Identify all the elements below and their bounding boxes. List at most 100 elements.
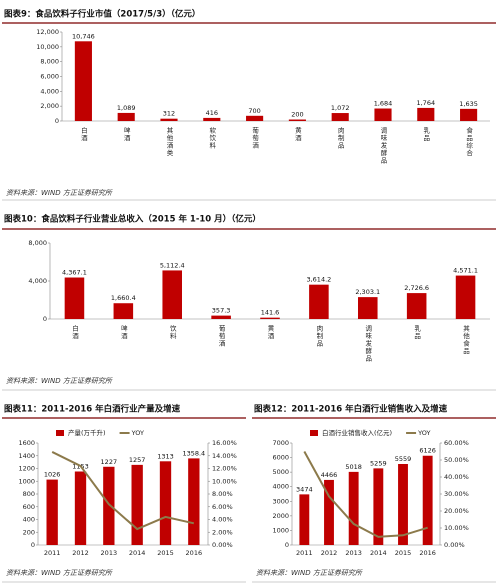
x-tick-label: 2014 [129,549,146,557]
value-label: 2,726.6 [404,284,429,292]
x-tick-label: 肉制品 [315,324,323,348]
value-label: 5,112.4 [160,261,185,269]
y2-tick-label: 0.00% [444,541,465,549]
bar [74,41,92,121]
legend-label: 白酒行业销售收入(亿元) [322,428,392,437]
bar [64,277,85,319]
y2-tick-label: 12.00% [212,465,237,473]
legend-label: YOY [417,429,430,437]
x-tick-label: 乳品 [422,126,430,143]
value-label: 4466 [321,471,338,479]
y-tick-label: 4000 [272,483,289,491]
source-note: 资料来源：WIND 方正证券研究所 [256,569,363,577]
bar [398,463,408,545]
bar [460,108,478,121]
y-tick-label: 1600 [18,439,35,447]
x-tick-label: 调味发酵品 [364,324,372,363]
x-tick-label: 黄酒 [293,126,301,143]
bar [162,270,182,319]
y2-tick-label: 16.00% [212,439,237,447]
x-tick-label: 啤酒 [122,126,130,143]
bar [299,494,310,545]
x-tick-label: 乳品 [413,324,421,341]
x-tick-label: 2016 [419,549,436,557]
value-label: 6126 [419,447,436,455]
x-tick-label: 黄酒 [266,324,274,341]
bar [331,113,349,121]
bar [159,461,172,545]
y-tick-label: 2,000 [40,102,59,110]
legend-swatch [310,430,318,436]
y2-tick-label: 10.00% [212,477,237,485]
x-tick-label: 饮料 [168,324,176,341]
x-tick-label: 2012 [72,549,89,557]
y-tick-label: 1000 [18,477,35,485]
value-label: 1,764 [416,99,435,107]
y-tick-label: 200 [23,528,35,536]
y-tick-label: 7000 [272,439,289,447]
y2-tick-label: 60.00% [444,439,469,447]
value-label: 5559 [395,455,412,463]
x-tick-label: 2011 [44,549,61,557]
x-tick-label: 2011 [296,549,313,557]
bar [417,107,435,121]
y-tick-label: 1000 [272,526,289,534]
value-label: 1257 [129,456,146,464]
x-tick-label: 2015 [157,549,174,557]
legend-label: YOY [131,429,144,437]
value-label: 4,367.1 [62,269,87,277]
bar [348,471,359,545]
y2-tick-label: 4.00% [212,516,233,524]
value-label: 1,089 [117,104,136,112]
value-label: 3,614.2 [306,276,331,284]
y2-tick-label: 2.00% [212,528,233,536]
value-label: 357.3 [212,307,231,315]
y-tick-label: 0 [285,541,289,549]
x-tick-label: 啤酒 [119,324,127,341]
value-label: 1026 [44,471,61,479]
bar [288,119,306,121]
x-tick-label: 葡萄酒 [251,126,259,150]
y2-tick-label: 6.00% [212,503,233,511]
x-tick-label: 2013 [101,549,118,557]
y-tick-label: 800 [23,490,35,498]
y-tick-label: 4,000 [40,87,59,95]
legend-swatch [56,430,64,436]
y-tick-label: 4,000 [28,277,47,285]
x-tick-label: 2013 [345,549,362,557]
y-tick-label: 1400 [18,452,35,460]
y-tick-label: 400 [23,516,35,524]
value-label: 10,746 [72,32,95,40]
bar [246,115,264,121]
value-label: 1313 [157,452,174,460]
chart-title: 图表10：食品饮料子行业营业总收入（2015 年 1-10 月）（亿元） [4,214,261,225]
bar [203,117,221,121]
x-tick-label: 2016 [186,549,203,557]
x-tick-label: 葡萄酒 [217,324,225,348]
bar [188,458,200,545]
y2-tick-label: 50.00% [444,456,469,464]
value-label: 700 [248,107,260,115]
y-tick-label: 10,000 [36,43,59,51]
x-tick-label: 肉制品 [336,126,344,150]
x-tick-label: 2015 [395,549,412,557]
value-label: 141.6 [261,309,280,317]
y2-tick-label: 0.00% [212,541,233,549]
bar [131,464,143,545]
x-tick-label: 2014 [370,549,387,557]
y-tick-label: 12,000 [36,28,59,36]
value-label: 1358.4 [182,449,205,457]
y-tick-label: 0 [43,315,47,323]
value-label: 200 [291,111,303,119]
bar [406,293,427,319]
y2-tick-label: 20.00% [444,507,469,515]
y-tick-label: 0 [55,117,59,125]
chart-title: 图表12：2011-2016 年白酒行业销售收入及增速 [254,404,448,415]
y2-tick-label: 14.00% [212,452,237,460]
y-tick-label: 6000 [272,454,289,462]
y2-tick-label: 10.00% [444,524,469,532]
bar [358,297,378,319]
bar [309,284,329,319]
value-label: 2,303.1 [355,288,380,296]
x-tick-label: 食品综合 [465,126,473,158]
